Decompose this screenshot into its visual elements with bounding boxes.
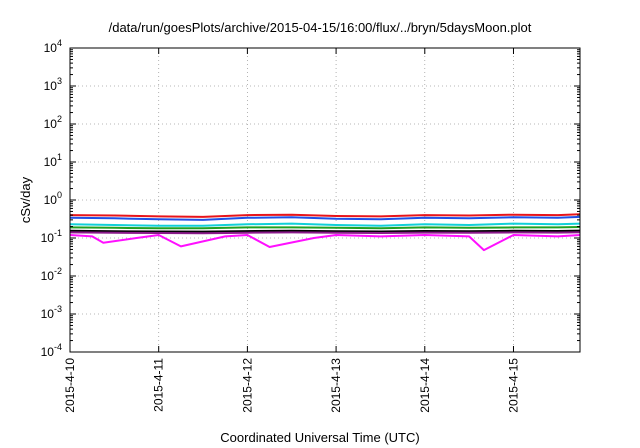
- series-line-5: [69, 229, 581, 233]
- y-tick-label: 10-1: [41, 228, 62, 245]
- series-line-1: [69, 213, 581, 218]
- y-tick-label: 101: [44, 152, 62, 169]
- series-line-6: [69, 231, 581, 235]
- series-line-7: [69, 234, 581, 252]
- x-tick-label: 2015-4-15: [506, 358, 520, 413]
- x-tick-label: 2015-4-10: [63, 358, 77, 413]
- y-tick-label: 10-4: [41, 342, 62, 359]
- series-line-3: [69, 222, 581, 227]
- x-axis-label: Coordinated Universal Time (UTC): [220, 430, 420, 445]
- y-tick-label: 10-3: [41, 304, 62, 321]
- chart-title: /data/run/goesPlots/archive/2015-04-15/1…: [108, 20, 532, 35]
- y-tick-label: 103: [44, 76, 62, 93]
- series-line-4: [69, 226, 581, 230]
- y-tick-label: 102: [44, 114, 62, 131]
- y-tick-label: 104: [44, 38, 62, 55]
- x-tick-label: 2015-4-12: [240, 358, 254, 413]
- y-tick-label: 10-2: [41, 266, 62, 283]
- series-line-2: [69, 215, 581, 221]
- y-tick-label: 100: [44, 190, 62, 207]
- x-tick-label: 2015-4-11: [152, 358, 166, 412]
- x-tick-label: 2015-4-14: [418, 358, 432, 413]
- y-axis-label: cSv/day: [18, 176, 33, 223]
- x-tick-label: 2015-4-13: [329, 358, 343, 413]
